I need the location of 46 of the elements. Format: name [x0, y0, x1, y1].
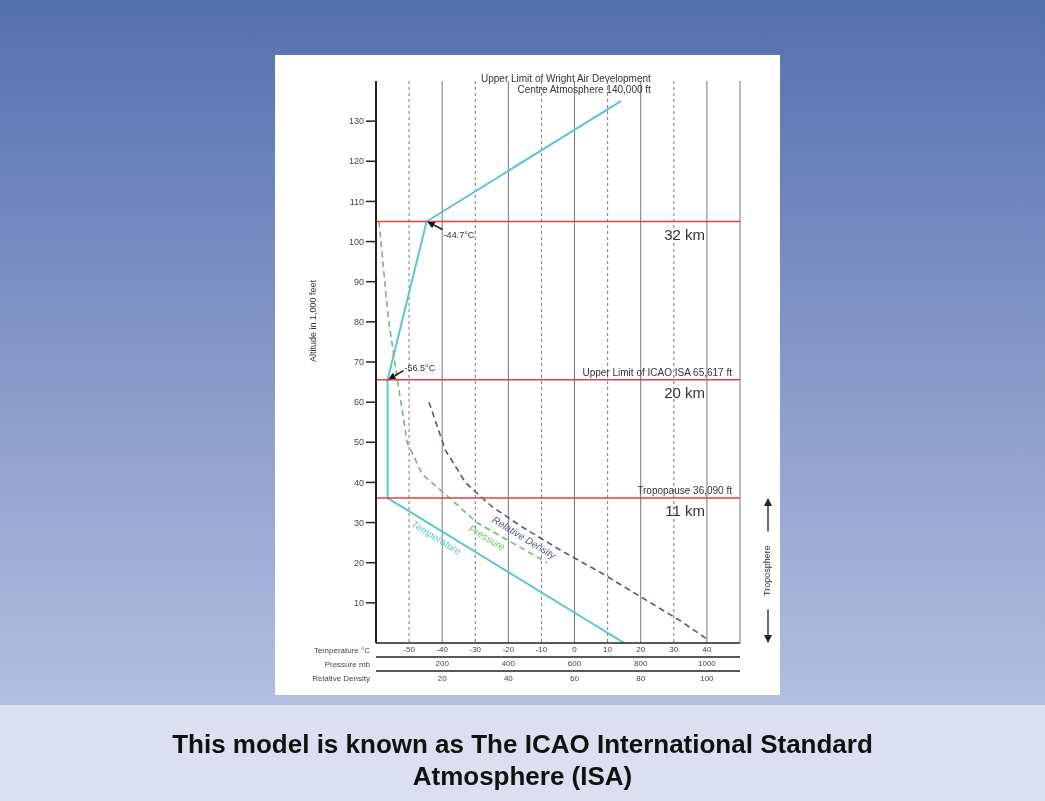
x2-tick-label: 200 — [435, 658, 450, 668]
text: Troposphere — [762, 545, 773, 596]
x2-tick-label: 1000 — [698, 658, 717, 668]
text: Relative Density — [312, 674, 370, 683]
ref-line-label: 20 km — [664, 383, 705, 401]
ref-line-label: 11 km — [665, 502, 705, 520]
x-tick-label: -10 — [535, 644, 548, 654]
y-tick-label: 10 — [353, 598, 364, 609]
x-tick-label: -30 — [469, 644, 482, 654]
y-tick-label: 90 — [353, 276, 364, 287]
y-tick-label: 30 — [353, 517, 364, 528]
y-axis-title: Altitude in 1,000 feet — [308, 279, 319, 362]
y-tick-label: 40 — [353, 477, 364, 488]
x-tick-label: -50 — [403, 644, 416, 654]
x-axis-title: Temperature °C — [313, 645, 371, 655]
text: This model is known as The ICAO International Standard Atmosphere (ISA) — [171, 728, 874, 792]
annotation: Tropopause 36,090 ft — [637, 485, 733, 497]
y-tick-label: 110 — [349, 196, 364, 207]
y-tick-label: 70 — [353, 357, 364, 368]
text: 60 — [570, 674, 580, 683]
x-tick-label: 20 — [636, 644, 646, 654]
x-tick-label: -40 — [436, 644, 449, 654]
y-tick-label: 100 — [348, 236, 364, 247]
text: 80 — [636, 674, 646, 683]
x-tick-label: 0 — [572, 644, 578, 654]
x-tick-label: 10 — [603, 644, 613, 654]
x2-tick-label: 600 — [567, 658, 582, 668]
x2-tick-label: 400 — [501, 658, 516, 668]
x-tick-label: 30 — [669, 644, 679, 654]
y-tick-label: 50 — [353, 437, 364, 448]
y-tick-label: 120 — [348, 156, 364, 167]
x-tick-label: 40 — [702, 644, 712, 654]
y-tick-label: 60 — [353, 397, 364, 408]
x2-tick-label: 800 — [634, 658, 648, 668]
text: 20 — [437, 674, 448, 683]
annotation: Upper Limit of ICAO ISA 65,617 ft — [582, 366, 733, 378]
ref-line-label: 32 km — [664, 225, 705, 243]
y-tick-label: 130 — [348, 116, 364, 127]
y-tick-label: 80 — [353, 317, 364, 328]
annotation: -44.7°C — [443, 229, 475, 240]
x-tick-label: -20 — [502, 644, 515, 654]
x2-axis-title: Pressure mb — [324, 659, 371, 669]
annotation: -56.5°C — [404, 362, 436, 373]
text: 100 — [700, 674, 715, 683]
y-tick-label: 20 — [353, 557, 364, 568]
text: 40 — [503, 674, 514, 683]
